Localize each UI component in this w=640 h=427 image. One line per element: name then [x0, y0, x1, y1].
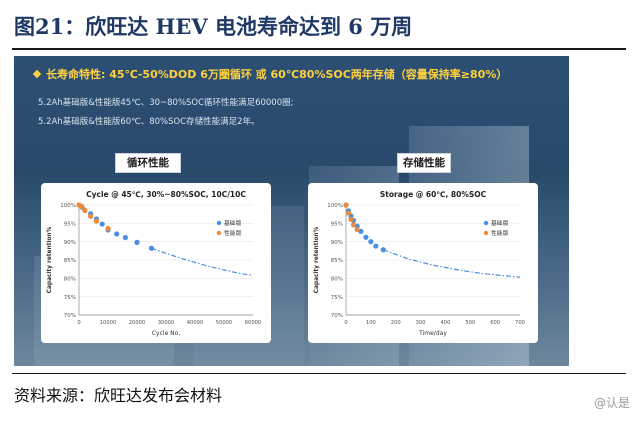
- y-tick-label: 70%: [331, 313, 343, 319]
- legend-label: 基础版: [224, 219, 242, 227]
- cycle-chart: Cycle @ 45℃, 30%~80%SOC, 10C/10C 70% 75% 80…: [47, 190, 262, 337]
- data-point: [82, 207, 88, 214]
- data-point: [93, 218, 99, 224]
- data-point: [148, 245, 155, 251]
- y-axis-label: Capacity retention%: [314, 227, 320, 294]
- y-tick-label: 75%: [331, 295, 343, 301]
- slide-headline: 长寿命特性: 45℃-50%DOD 6万圈循环 或 60℃80%SOC两年存储（…: [32, 66, 508, 82]
- figure-source: 资料来源：欣旺达发布会材料: [14, 386, 223, 405]
- x-tick-label: 500: [465, 320, 475, 326]
- y-tick-label: 95%: [64, 222, 76, 228]
- y-tick-label: 80%: [331, 277, 343, 283]
- data-point: [380, 247, 386, 253]
- y-tick-label: 100%: [60, 203, 76, 209]
- projection-line: [151, 247, 254, 276]
- x-tick-label: 700: [515, 320, 525, 326]
- data-point: [88, 213, 94, 219]
- legend-label: 性能版: [491, 229, 509, 237]
- y-tick-label: 85%: [64, 258, 76, 264]
- cycle-chart-panel: Cycle @ 45℃, 30%~80%SOC, 10C/10C 70% 75% 80…: [41, 183, 271, 343]
- data-point: [105, 225, 111, 232]
- data-point: [350, 222, 357, 228]
- x-tick-label: 30000: [158, 320, 175, 326]
- x-tick-label: 50000: [216, 320, 233, 326]
- data-point: [134, 239, 140, 245]
- y-tick-label: 75%: [64, 295, 76, 301]
- figure-title: 图21：欣旺达 HEV 电池寿命达到 6 万周: [14, 14, 413, 39]
- y-tick-label: 90%: [331, 240, 343, 246]
- y-axis-label: Capacity retention%: [47, 227, 53, 294]
- storage-chart-label: 存储性能: [397, 153, 451, 173]
- slide-bullet: 5.2Ah基础版&性能版45℃、30~80%SOC循环性能满足60000圈;: [38, 98, 294, 108]
- data-point: [363, 234, 369, 240]
- x-tick-label: 20000: [129, 320, 146, 326]
- slide-headline-text: 长寿命特性: 45℃-50%DOD 6万圈循环 或 60℃80%SOC两年存储（…: [46, 68, 508, 81]
- title-rule: [12, 48, 626, 50]
- legend-label: 基础版: [491, 219, 509, 227]
- chart-title: Storage @ 60℃, 80%SOC: [380, 190, 487, 199]
- storage-chart: Storage @ 60℃, 80%SOC 70% 75% 80% 85% 90% 95% 1…: [314, 190, 525, 337]
- x-tick-label: 600: [490, 320, 500, 326]
- x-tick-label: 0: [77, 320, 80, 326]
- x-tick-label: 100: [366, 320, 376, 326]
- x-tick-label: 10000: [100, 320, 117, 326]
- data-point: [343, 202, 349, 208]
- data-point: [114, 231, 120, 237]
- data-point: [345, 210, 352, 216]
- projection-line: [383, 249, 521, 278]
- legend-marker: [483, 230, 489, 236]
- x-axis-label: Cycle No.: [152, 330, 180, 337]
- watermark: @认是: [593, 396, 630, 410]
- x-tick-label: 400: [440, 320, 450, 326]
- legend-label: 性能版: [224, 229, 242, 237]
- data-point: [79, 203, 85, 210]
- data-point: [122, 235, 128, 241]
- x-tick-label: 0: [344, 320, 347, 326]
- y-tick-label: 70%: [64, 313, 76, 319]
- diamond-bullet-icon: [32, 69, 42, 79]
- legend-marker: [216, 230, 222, 236]
- source-rule: [12, 373, 626, 374]
- y-tick-label: 100%: [327, 203, 343, 209]
- slide-bullet: 5.2Ah基础版&性能版60℃、80%SOC存储性能满足2年。: [38, 117, 260, 127]
- slide-image: 长寿命特性: 45℃-50%DOD 6万圈循环 或 60℃80%SOC两年存储（…: [14, 56, 569, 366]
- legend-marker: [483, 220, 489, 226]
- storage-chart-panel: Storage @ 60℃, 80%SOC 70% 75% 80% 85% 90% 95% 1…: [308, 183, 538, 343]
- data-point: [373, 243, 379, 249]
- y-tick-label: 95%: [331, 222, 343, 228]
- x-tick-label: 300: [416, 320, 426, 326]
- legend-marker: [216, 220, 222, 226]
- x-axis-label: Time/day: [418, 330, 447, 337]
- x-tick-label: 60000: [245, 320, 262, 326]
- chart-title: Cycle @ 45℃, 30%~80%SOC, 10C/10C: [86, 190, 246, 199]
- cycle-chart-label: 循环性能: [115, 153, 181, 173]
- y-tick-label: 90%: [64, 240, 76, 246]
- data-point: [348, 216, 354, 222]
- data-point: [368, 239, 374, 245]
- data-point: [354, 226, 360, 233]
- x-tick-label: 200: [391, 320, 401, 326]
- x-tick-label: 40000: [187, 320, 204, 326]
- y-tick-label: 80%: [64, 277, 76, 283]
- data-point: [99, 221, 105, 227]
- y-tick-label: 85%: [331, 258, 343, 264]
